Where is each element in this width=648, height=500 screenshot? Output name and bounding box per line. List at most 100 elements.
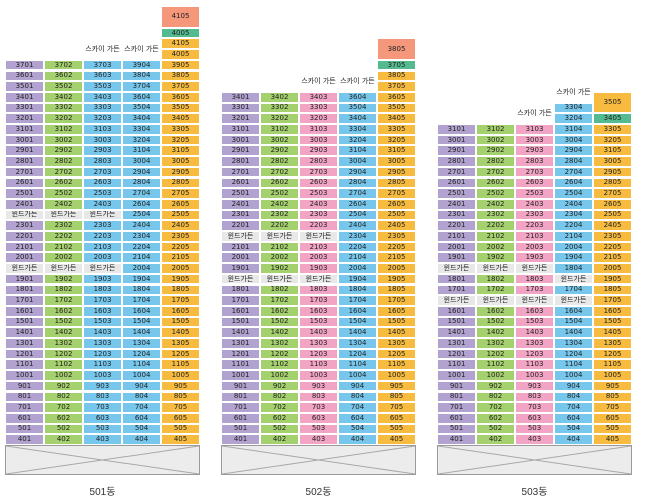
unit-3103: 3103: [515, 124, 554, 135]
unit-1104: 1104: [554, 359, 593, 371]
unit-705: 705: [377, 402, 416, 413]
unit-2001: 2001: [437, 241, 476, 253]
unit-1003: 1003: [515, 370, 554, 381]
unit-1903: 1903: [83, 273, 122, 285]
unit-2601: 2601: [5, 177, 44, 189]
wind-garden: 윈드가든: [5, 209, 44, 221]
unit-3403: 3403: [83, 91, 122, 103]
unit-3101: 3101: [221, 124, 260, 135]
podium-cross-icon: [222, 446, 415, 474]
wind-garden: 윈드가든: [554, 295, 593, 306]
unit-2703: 2703: [515, 166, 554, 178]
unit-3102: 3102: [260, 124, 299, 135]
unit-1002: 1002: [476, 370, 515, 381]
unit-1501: 1501: [221, 316, 260, 328]
unit-3203: 3203: [83, 113, 122, 124]
unit-401: 401: [221, 434, 260, 445]
unit-2703: 2703: [299, 166, 338, 178]
unit-902: 902: [476, 380, 515, 392]
unit-1002: 1002: [44, 370, 83, 381]
unit-701: 701: [5, 402, 44, 413]
unit-1304: 1304: [122, 338, 161, 349]
unit-1205: 1205: [161, 348, 200, 360]
unit-2302: 2302: [476, 209, 515, 221]
unit-3003: 3003: [83, 134, 122, 146]
unit-1103: 1103: [299, 359, 338, 371]
unit-3102: 3102: [476, 124, 515, 135]
unit-2903: 2903: [83, 145, 122, 157]
unit-1101: 1101: [5, 359, 44, 371]
wind-garden: 윈드가든: [437, 263, 476, 274]
unit-703: 703: [515, 402, 554, 413]
unit-2101: 2101: [5, 241, 44, 253]
unit-3604: 3604: [122, 91, 161, 103]
unit-3605: 3605: [161, 91, 200, 103]
unit-3302: 3302: [44, 102, 83, 114]
unit-602: 602: [476, 412, 515, 424]
unit-1403: 1403: [83, 327, 122, 338]
unit-3904: 3904: [122, 59, 161, 71]
unit-1905: 1905: [377, 273, 416, 285]
unit-601: 601: [437, 412, 476, 424]
unit-1603: 1603: [515, 305, 554, 317]
unit-3405: 3405: [161, 113, 200, 124]
unit-3303: 3303: [299, 102, 338, 114]
unit-1803: 1803: [515, 273, 554, 285]
unit-405: 405: [377, 434, 416, 445]
unit-2405: 2405: [593, 220, 632, 231]
unit-1303: 1303: [299, 338, 338, 349]
unit-2404: 2404: [338, 220, 377, 231]
unit-1202: 1202: [476, 348, 515, 360]
unit-803: 803: [515, 391, 554, 403]
unit-2601: 2601: [221, 177, 260, 189]
unit-1902: 1902: [44, 273, 83, 285]
unit-2103: 2103: [299, 241, 338, 253]
unit-2301: 2301: [437, 209, 476, 221]
unit-2504: 2504: [338, 209, 377, 221]
unit-2105: 2105: [377, 252, 416, 264]
unit-1403: 1403: [515, 327, 554, 338]
unit-2503: 2503: [515, 188, 554, 199]
unit-2305: 2305: [377, 231, 416, 242]
unit-901: 901: [437, 380, 476, 392]
unit-2303: 2303: [299, 209, 338, 221]
unit-1403: 1403: [299, 327, 338, 338]
unit-602: 602: [44, 412, 83, 424]
unit-2603: 2603: [299, 177, 338, 189]
unit-1704: 1704: [338, 295, 377, 306]
unit-1704: 1704: [554, 284, 593, 296]
unit-902: 902: [44, 380, 83, 392]
unit-2805: 2805: [377, 177, 416, 189]
unit-3705: 3705: [377, 59, 416, 71]
unit-1903: 1903: [299, 263, 338, 274]
unit-2203: 2203: [83, 231, 122, 242]
unit-2001: 2001: [221, 252, 260, 264]
unit-3402: 3402: [44, 91, 83, 103]
wind-garden: 윈드가든: [83, 263, 122, 274]
unit-802: 802: [44, 391, 83, 403]
unit-2803: 2803: [515, 156, 554, 167]
unit-2604: 2604: [554, 177, 593, 189]
unit-2403: 2403: [515, 198, 554, 210]
unit-2903: 2903: [515, 145, 554, 157]
unit-2901: 2901: [221, 145, 260, 157]
unit-2801: 2801: [5, 156, 44, 167]
unit-2802: 2802: [44, 156, 83, 167]
unit-1805: 1805: [377, 284, 416, 296]
unit-901: 901: [221, 380, 260, 392]
unit-3505: 3505: [377, 102, 416, 114]
unit-2301: 2301: [5, 220, 44, 231]
unit-1005: 1005: [161, 370, 200, 381]
unit-404: 404: [338, 434, 377, 445]
unit-1703: 1703: [299, 295, 338, 306]
unit-1205: 1205: [593, 348, 632, 360]
unit-903: 903: [299, 380, 338, 392]
unit-3805: 3805: [377, 38, 416, 60]
unit-3002: 3002: [476, 134, 515, 146]
unit-1703: 1703: [515, 284, 554, 296]
unit-3401: 3401: [5, 91, 44, 103]
unit-1904: 1904: [122, 273, 161, 285]
unit-3104: 3104: [554, 124, 593, 135]
unit-1302: 1302: [260, 338, 299, 349]
unit-3002: 3002: [260, 134, 299, 146]
